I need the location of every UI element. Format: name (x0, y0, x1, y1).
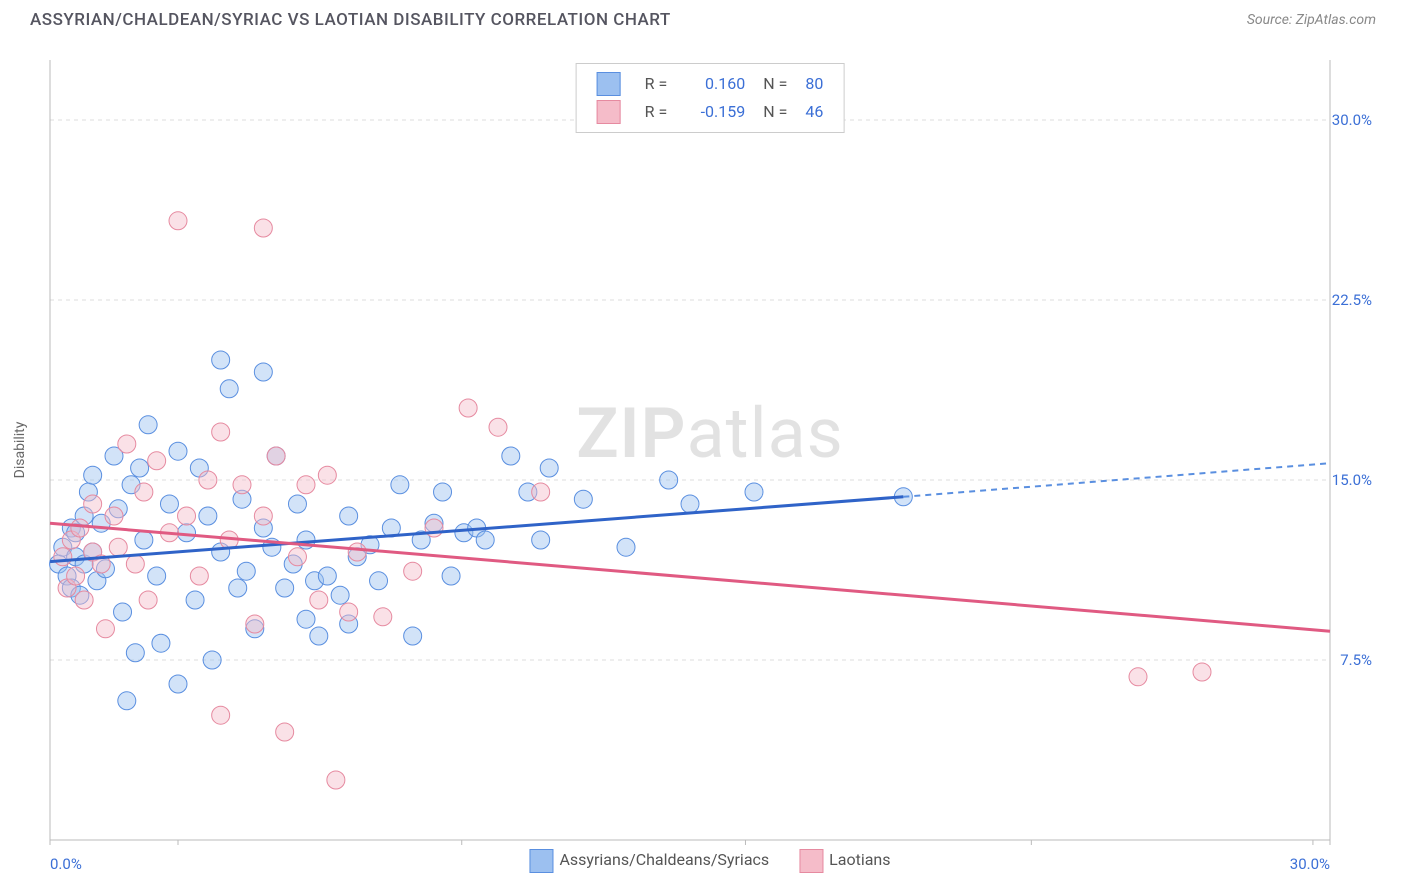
y-tick-label: 15.0% (1332, 471, 1372, 489)
scatter-plot (40, 55, 1380, 845)
r-value: 0.160 (685, 70, 745, 98)
r-label: R = (645, 98, 668, 126)
series-legend: Assyrians/Chaldeans/Syriacs Laotians (529, 849, 890, 873)
y-tick-label: 22.5% (1332, 291, 1372, 309)
swatch-icon (597, 72, 621, 96)
n-value: 46 (805, 98, 823, 126)
legend-label: Assyrians/Chaldeans/Syriacs (559, 850, 769, 869)
r-label: R = (645, 70, 668, 98)
y-tick-label: 7.5% (1340, 651, 1372, 669)
swatch-icon (597, 100, 621, 124)
n-label: N = (763, 70, 787, 98)
legend-item: Assyrians/Chaldeans/Syriacs (529, 849, 769, 873)
legend-item: Laotians (799, 849, 890, 873)
x-tick-label: 0.0% (50, 855, 82, 873)
x-tick-label: 30.0% (1290, 855, 1330, 873)
r-value: -0.159 (685, 98, 745, 126)
legend-row: R = -0.159 N = 46 (597, 98, 824, 126)
swatch-icon (799, 849, 823, 873)
correlation-legend: R = 0.160 N = 80 R = -0.159 N = 46 (576, 63, 845, 133)
chart-container: Disability ZIPatlas R = 0.160 N = 80 R =… (40, 55, 1380, 845)
source-label: Source: ZipAtlas.com (1247, 12, 1376, 28)
chart-title: ASSYRIAN/CHALDEAN/SYRIAC VS LAOTIAN DISA… (30, 10, 671, 30)
legend-label: Laotians (829, 850, 890, 869)
swatch-icon (529, 849, 553, 873)
n-label: N = (763, 98, 787, 126)
legend-row: R = 0.160 N = 80 (597, 70, 824, 98)
n-value: 80 (805, 70, 823, 98)
y-axis-label: Disability (12, 422, 28, 479)
y-tick-label: 30.0% (1332, 111, 1372, 129)
